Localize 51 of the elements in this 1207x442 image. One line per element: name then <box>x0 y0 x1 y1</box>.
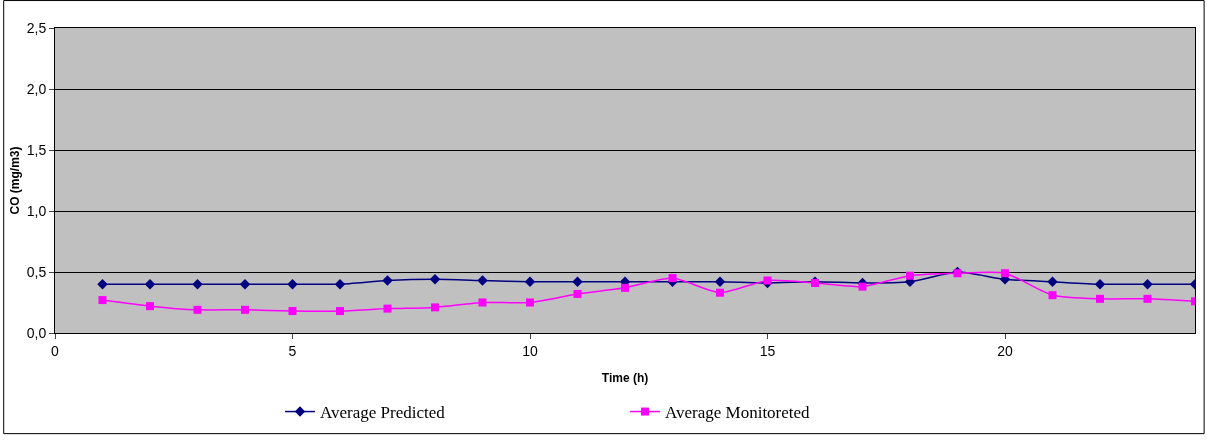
point <box>146 302 154 311</box>
point <box>192 279 203 290</box>
point <box>1142 279 1153 290</box>
point <box>714 276 726 287</box>
point <box>478 298 487 307</box>
point <box>572 276 583 287</box>
point <box>716 288 724 297</box>
point <box>383 304 392 313</box>
x-axis-title: Time (h) <box>601 370 649 385</box>
point <box>144 279 156 290</box>
point <box>526 298 534 307</box>
point <box>906 271 914 280</box>
point <box>477 275 488 286</box>
point <box>288 307 297 316</box>
y-tick-label: 1,5 <box>26 141 47 158</box>
point <box>431 303 439 312</box>
point <box>239 279 251 290</box>
point <box>97 279 108 290</box>
point <box>241 305 249 314</box>
x-tick-label: 5 <box>288 342 297 359</box>
legend-label: Average Predicted <box>320 403 446 423</box>
point <box>524 276 536 287</box>
legend-label: Average Monitoreted <box>665 403 811 423</box>
point <box>1048 291 1057 300</box>
x-tick-label: 10 <box>522 342 538 359</box>
point <box>382 275 393 286</box>
point <box>1096 294 1104 303</box>
point <box>1143 294 1152 303</box>
x-tick-label: 20 <box>997 342 1013 359</box>
point <box>336 307 344 316</box>
point <box>193 305 202 314</box>
point <box>1094 279 1106 290</box>
point <box>621 283 629 292</box>
x-tick-label: 15 <box>759 342 776 359</box>
y-tick-label: 1,0 <box>26 202 47 219</box>
point <box>573 289 582 298</box>
point <box>98 296 107 305</box>
y-tick-label: 0,0 <box>26 324 47 341</box>
point <box>1001 269 1009 278</box>
point <box>763 276 772 285</box>
point <box>858 282 867 291</box>
point <box>334 279 346 290</box>
x-tick-label: 0 <box>51 342 60 359</box>
y-tick-label: 2,0 <box>26 80 47 97</box>
point <box>668 274 677 283</box>
y-axis-title: CO (mg/m3) <box>8 146 23 215</box>
y-tick-label: 0,5 <box>26 263 47 280</box>
point <box>287 279 298 290</box>
point <box>1047 276 1058 287</box>
point <box>429 274 441 285</box>
y-tick-label: 2,5 <box>26 19 47 36</box>
